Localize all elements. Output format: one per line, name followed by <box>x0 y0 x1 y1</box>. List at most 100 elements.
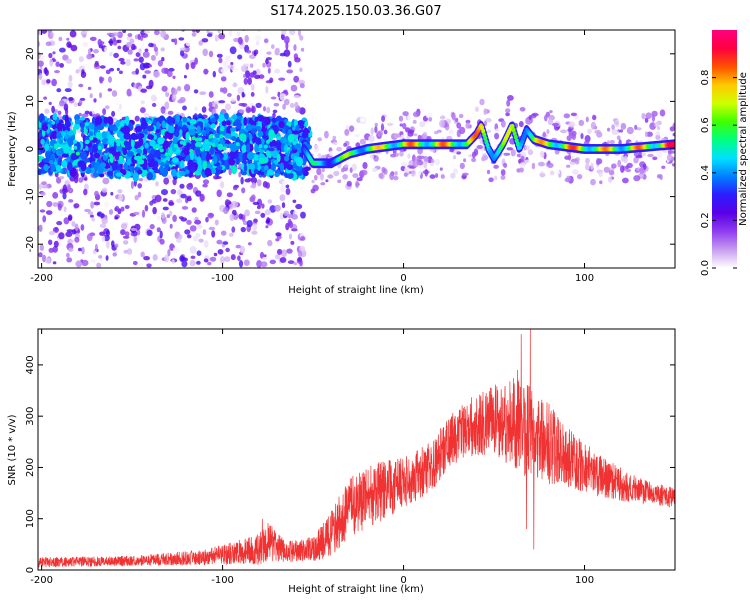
spectrogram-speckle <box>104 105 110 110</box>
spectrogram-band <box>126 158 132 166</box>
spectrogram-speckle <box>651 114 656 122</box>
spectrogram-band <box>51 130 58 140</box>
spectrogram-speckle <box>273 102 280 107</box>
spectrogram-speckle <box>372 167 378 173</box>
spectrogram-speckle <box>286 69 294 74</box>
spectrogram-speckle <box>659 109 666 117</box>
spectrogram-speckle <box>46 79 51 84</box>
spectrogram-band <box>225 162 230 170</box>
spectrogram-band <box>254 116 259 122</box>
spectrogram-speckle <box>219 87 224 93</box>
spectrogram-speckle <box>256 30 262 33</box>
spectrogram-speckle <box>191 30 197 33</box>
spectrogram-band <box>224 133 232 139</box>
spectrogram-speckle <box>253 218 258 223</box>
spectrogram-band <box>80 127 86 133</box>
spectrogram-speckle <box>194 219 202 225</box>
spectrogram-speckle <box>225 103 231 111</box>
spectrogram-band <box>185 169 190 174</box>
spectrogram-speckle <box>596 158 601 166</box>
spectrogram-speckle <box>111 240 115 248</box>
spectrogram-speckle <box>49 31 54 40</box>
spectrogram-band <box>134 125 143 133</box>
spectrogram-band <box>141 117 146 126</box>
spectrogram-speckle <box>120 223 128 230</box>
spectrogram-speckle <box>506 147 514 151</box>
spectrogram-speckle <box>434 158 441 166</box>
spectrogram-speckle <box>232 185 238 191</box>
spectrogram-speckle <box>659 174 663 181</box>
spectrogram-band <box>295 124 300 131</box>
spectrogram-speckle <box>519 162 526 168</box>
spectrogram-speckle <box>68 247 74 252</box>
spectrogram-speckle <box>108 76 112 83</box>
spectrogram-speckle <box>63 206 67 213</box>
spectrogram-speckle <box>98 44 104 49</box>
spectrogram-band <box>120 120 125 127</box>
spectrogram-speckle <box>300 236 306 241</box>
spectrogram-speckle <box>519 167 524 173</box>
colorbar-tick-label: 0.4 <box>700 165 711 181</box>
spectrogram-speckle <box>211 230 216 238</box>
colorbar-tick-label: 0.6 <box>700 117 711 133</box>
spectrogram-speckle <box>277 248 283 255</box>
spectrogram-speckle <box>169 223 173 229</box>
spectrogram-speckle <box>195 190 202 197</box>
spectrogram-speckle <box>135 52 141 58</box>
spectrogram-speckle <box>150 54 156 61</box>
spectrogram-speckle <box>117 45 122 50</box>
spectrogram-speckle <box>163 177 170 185</box>
spectrogram-speckle <box>186 219 192 225</box>
spectrogram-speckle <box>608 170 615 176</box>
spectrogram-speckle <box>267 199 273 204</box>
spectrogram-speckle <box>228 232 234 237</box>
spectrogram-speckle <box>471 157 477 163</box>
spectrogram-speckle <box>203 69 209 73</box>
spectrogram-speckle <box>425 112 433 119</box>
spectrogram-band <box>74 114 80 122</box>
spectrogram-speckle <box>429 162 434 167</box>
spectrogram-band <box>57 148 65 155</box>
spectrogram-band <box>92 172 100 178</box>
spectrogram-speckle <box>56 88 62 93</box>
spectrogram-speckle <box>351 163 357 171</box>
spectrogram-band <box>130 138 135 148</box>
spectrogram-band <box>159 165 164 173</box>
spectrogram-speckle <box>288 221 294 229</box>
y-tick-label: 0 <box>25 146 36 152</box>
spectrogram-speckle <box>287 108 293 115</box>
spectrogram-speckle <box>474 106 479 112</box>
spectrogram-speckle <box>235 244 242 249</box>
spectrogram-hotspot <box>292 141 297 145</box>
spectrogram-hotspot <box>266 139 270 144</box>
spectrogram-speckle <box>269 77 274 83</box>
spectrogram-speckle <box>240 226 246 233</box>
spectrogram-speckle <box>580 133 584 140</box>
spectrogram-speckle <box>83 188 88 196</box>
spectrogram-speckle <box>299 35 304 41</box>
spectrogram-band <box>142 158 148 168</box>
spectrogram-speckle <box>283 98 290 106</box>
spectrogram-band <box>276 141 282 151</box>
spectrogram-speckle <box>190 62 196 69</box>
spectrogram-speckle <box>202 179 210 185</box>
spectrogram-speckle <box>58 232 65 240</box>
spectrogram-speckle <box>503 152 511 156</box>
spectrogram-speckle <box>57 110 62 116</box>
spectrogram-band <box>152 134 157 140</box>
spectrogram-speckle <box>275 232 282 237</box>
spectrogram-band <box>50 163 56 172</box>
spectrogram-band <box>176 114 180 123</box>
spectrogram-speckle <box>67 214 73 221</box>
spectrogram-speckle <box>227 64 235 70</box>
spectrogram-speckle <box>99 77 105 82</box>
spectrogram-speckle <box>133 235 137 243</box>
spectrogram-speckle <box>144 70 151 74</box>
spectrogram-speckle <box>419 121 426 128</box>
spectrogram-speckle <box>41 79 46 86</box>
spectrogram-band <box>55 164 62 172</box>
spectrogram-speckle <box>252 201 260 206</box>
spectrogram-speckle <box>405 127 411 133</box>
spectrogram-speckle <box>344 128 350 136</box>
spectrogram-speckle <box>612 129 620 136</box>
